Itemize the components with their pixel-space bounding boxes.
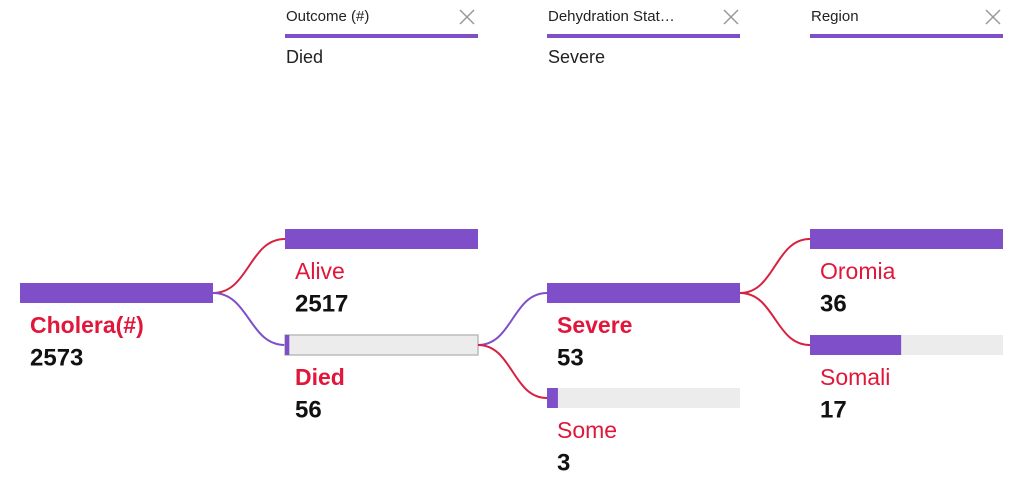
connector: [739, 292, 811, 346]
filter-value: Died: [286, 47, 323, 67]
bar[interactable]: [20, 283, 213, 303]
connector: [212, 292, 286, 346]
node-value: 53: [557, 344, 584, 371]
node-label[interactable]: Somali: [820, 364, 890, 390]
node-value: 3: [557, 449, 570, 476]
bar[interactable]: [810, 229, 1003, 249]
close-icon[interactable]: [459, 9, 475, 25]
connector: [477, 344, 548, 399]
close-icon[interactable]: [985, 9, 1001, 25]
node-value: 2517: [295, 290, 348, 317]
bar[interactable]: [285, 229, 478, 249]
node-value: 2573: [30, 344, 83, 371]
bar-background: [284, 334, 479, 356]
filter-underline: [810, 34, 1003, 38]
filter-underline: [547, 34, 740, 38]
node-label[interactable]: Severe: [557, 312, 632, 338]
connector: [477, 292, 548, 346]
filter-title: Outcome (#): [286, 8, 369, 25]
node-value: 17: [820, 396, 847, 423]
filter-title: Region: [811, 8, 859, 25]
connector: [739, 238, 811, 294]
filter-title: Dehydration Stat…: [548, 8, 675, 25]
node-label[interactable]: Oromia: [820, 258, 896, 284]
node-label[interactable]: Alive: [295, 258, 345, 284]
bar-background: [547, 388, 740, 408]
node-label[interactable]: Died: [295, 364, 345, 390]
filter-value: Severe: [548, 47, 605, 67]
node-label[interactable]: Cholera(#): [30, 312, 144, 338]
close-icon[interactable]: [723, 9, 739, 25]
connector: [212, 238, 286, 294]
bar[interactable]: [547, 388, 558, 408]
node-value: 36: [820, 290, 847, 317]
filter-underline: [285, 34, 478, 38]
node-label[interactable]: Some: [557, 417, 617, 443]
bar[interactable]: [547, 283, 740, 303]
bar[interactable]: [810, 335, 902, 355]
node-value: 56: [295, 396, 322, 423]
bar[interactable]: [285, 335, 290, 355]
